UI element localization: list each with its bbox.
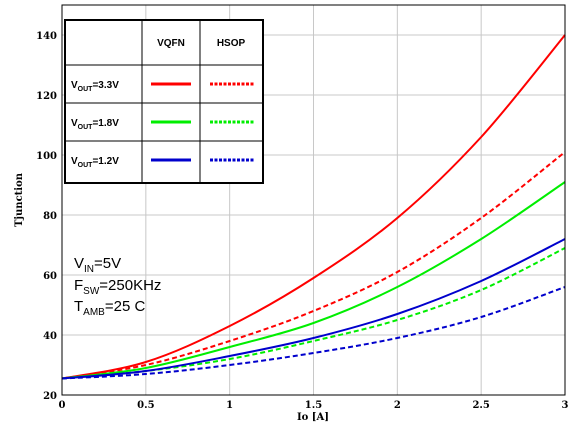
series-line-vqfn-1p8v [61,181,566,380]
x-tick-label: 0.5 [137,400,154,411]
condition-line: VIN=5V [74,255,121,275]
y-tick-label: 20 [43,391,57,402]
x-tick-label: 1 [226,400,233,411]
series-line-vqfn-3p3v [61,34,566,380]
y-tick-label: 60 [43,271,57,282]
plot-border [61,4,566,396]
condition-line: FSW=250KHz [74,277,161,297]
y-tick-label: 80 [43,211,57,222]
legend-row-label: VOUT=3.3V [71,80,119,93]
x-axis-label: Io [A] [297,412,329,423]
y-tick-label: 40 [43,331,57,342]
y-tick-label: 120 [36,91,57,102]
legend-table: VQFN HSOP VOUT=3.3V VOUT=1.8V VOUT=1.2V [64,19,264,184]
legend-row-label: VOUT=1.2V [71,156,119,169]
x-tick-label: 3 [562,400,569,411]
y-tick-label: 100 [36,151,57,162]
legend-header-vqfn: VQFN [157,38,185,49]
legend-row-label: VOUT=1.8V [71,118,119,131]
series-line-hsop-3p3v [61,151,566,380]
condition-line: TAMB=25 C [74,298,145,318]
series-line-hsop-1p2v [61,286,566,380]
x-tick-label: 1.5 [305,400,322,411]
series-line-vqfn-1p2v [61,238,566,380]
y-tick-label: 140 [36,31,57,42]
legend-header-hsop: HSOP [217,38,246,49]
x-tick-label: 0 [59,400,66,411]
x-tick-label: 2.5 [472,400,489,411]
series-lines [61,34,566,380]
y-axis-label: Tjunction [14,172,25,227]
x-tick-label: 2 [394,400,401,411]
tick-labels: 0 0.5 1 1.5 2 2.5 3 20 40 60 80 100 120 140 [36,31,568,411]
